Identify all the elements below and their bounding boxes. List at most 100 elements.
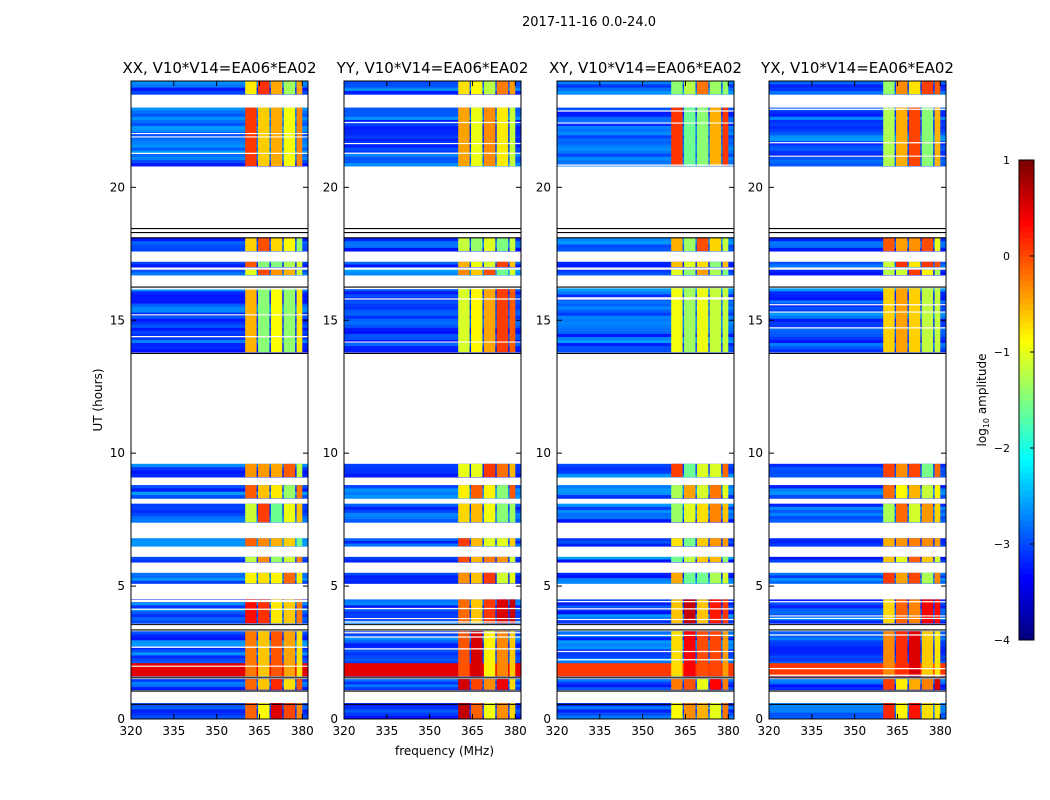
rfi-strip: [509, 503, 516, 523]
rfi-strip: [458, 288, 470, 353]
colorbar-step: [1019, 220, 1034, 227]
noise-row: [769, 620, 946, 624]
noise-row: [344, 107, 521, 112]
noise-row: [769, 575, 946, 579]
x-tick-label: 335: [800, 724, 823, 738]
noise-row: [344, 147, 521, 152]
rfi-strip: [883, 463, 895, 478]
noise-row: [131, 327, 308, 332]
rfi-strip: [896, 538, 908, 547]
noise-row: [344, 312, 521, 317]
rfi-strip: [245, 679, 257, 690]
rfi-strip: [684, 81, 696, 95]
noise-row: [557, 519, 734, 523]
colorbar-step: [1019, 202, 1034, 209]
noise-row: [557, 119, 734, 124]
noise-row: [769, 599, 946, 603]
noise-row: [769, 244, 946, 249]
rfi-strip: [921, 269, 934, 276]
rfi-strip: [696, 631, 709, 677]
noise-row: [557, 580, 734, 584]
rfi-strip: [934, 631, 941, 677]
rfi-strip: [283, 269, 296, 276]
noise-row: [557, 715, 734, 720]
colorbar-step: [1019, 400, 1034, 407]
rfi-strip: [496, 485, 509, 499]
noise-row: [769, 467, 946, 471]
rfi-strip: [296, 572, 303, 584]
noise-row: [131, 150, 308, 155]
rfi-strip: [458, 631, 470, 677]
x-tick-label: 320: [758, 724, 781, 738]
colorbar-step: [1019, 346, 1034, 353]
noise-row: [769, 321, 946, 326]
rfi-strip: [883, 599, 895, 624]
colorbar-step: [1019, 574, 1034, 581]
colorbar-step: [1019, 406, 1034, 413]
rfi-strip: [684, 261, 696, 268]
rfi-strip: [270, 288, 283, 353]
rfi-strip: [471, 269, 483, 276]
noise-row: [344, 122, 521, 127]
rfi-strip: [496, 556, 509, 563]
rfi-strip: [471, 485, 483, 499]
noise-row: [131, 602, 308, 606]
y-axis-label: UT (hours): [91, 368, 105, 431]
colorbar-step: [1019, 304, 1034, 311]
noise-row: [557, 122, 734, 127]
rfi-strip: [722, 81, 729, 95]
rfi-strip: [722, 631, 729, 677]
rfi-strip: [458, 538, 470, 547]
noise-row: [769, 488, 946, 493]
rfi-strip: [684, 572, 696, 584]
noise-row: [769, 509, 946, 514]
rfi-strip: [921, 599, 934, 624]
noise-row: [769, 241, 946, 245]
noise-row: [131, 153, 308, 158]
noise-row: [131, 655, 308, 659]
noise-row: [344, 646, 521, 650]
noise-row: [557, 321, 734, 326]
rfi-strip: [483, 485, 496, 499]
rfi-strip: [722, 237, 729, 252]
noise-row: [344, 327, 521, 332]
rfi-strip: [283, 631, 296, 677]
rfi-strip: [471, 631, 483, 677]
rfi-strip: [696, 599, 709, 624]
rfi-strip: [696, 556, 709, 563]
noise-row: [557, 247, 734, 252]
rfi-strip: [471, 703, 483, 719]
rfi-strip: [283, 679, 296, 690]
noise-row: [131, 506, 308, 511]
x-tick-label: 350: [843, 724, 866, 738]
noise-row: [557, 116, 734, 121]
noise-row: [557, 291, 734, 295]
colorbar-step: [1019, 514, 1034, 521]
noise-row: [344, 608, 521, 612]
noise-row: [769, 473, 946, 478]
rfi-strip: [896, 679, 908, 690]
colorbar-tick-label: 0: [1003, 250, 1010, 263]
noise-row: [344, 649, 521, 653]
noise-row: [344, 538, 521, 542]
noise-row: [557, 312, 734, 317]
rfi-strip: [671, 572, 683, 584]
noise-row: [344, 519, 521, 523]
noise-row: [557, 300, 734, 304]
noise-row: [769, 324, 946, 329]
noise-row: [131, 684, 308, 688]
x-tick-label: 320: [546, 724, 569, 738]
rfi-strip: [671, 679, 683, 690]
noise-row: [344, 291, 521, 295]
y-tick-label: 0: [330, 712, 338, 726]
panel-title: YY, V10*V14=EA06*EA02: [336, 59, 529, 77]
colorbar-tick-label: −4: [994, 634, 1010, 647]
colorbar-tick-label: −1: [994, 346, 1010, 359]
rfi-strip: [696, 679, 709, 690]
noise-row: [344, 661, 521, 665]
noise-row: [344, 315, 521, 320]
noise-row: [769, 132, 946, 136]
noise-row: [344, 318, 521, 323]
rfi-strip: [921, 556, 934, 563]
rfi-strip: [934, 237, 941, 252]
